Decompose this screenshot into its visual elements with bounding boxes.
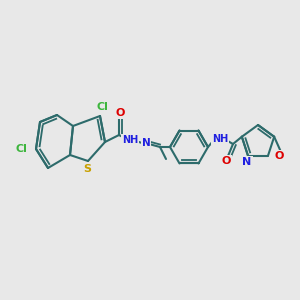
Text: O: O (275, 151, 284, 161)
Text: N: N (242, 157, 252, 167)
Text: S: S (83, 164, 91, 174)
Text: Cl: Cl (15, 144, 27, 154)
Text: Cl: Cl (96, 102, 108, 112)
Text: NH: NH (212, 134, 228, 144)
Text: N: N (142, 138, 150, 148)
Text: NH: NH (122, 135, 138, 145)
Text: O: O (115, 108, 125, 118)
Text: O: O (221, 156, 231, 166)
